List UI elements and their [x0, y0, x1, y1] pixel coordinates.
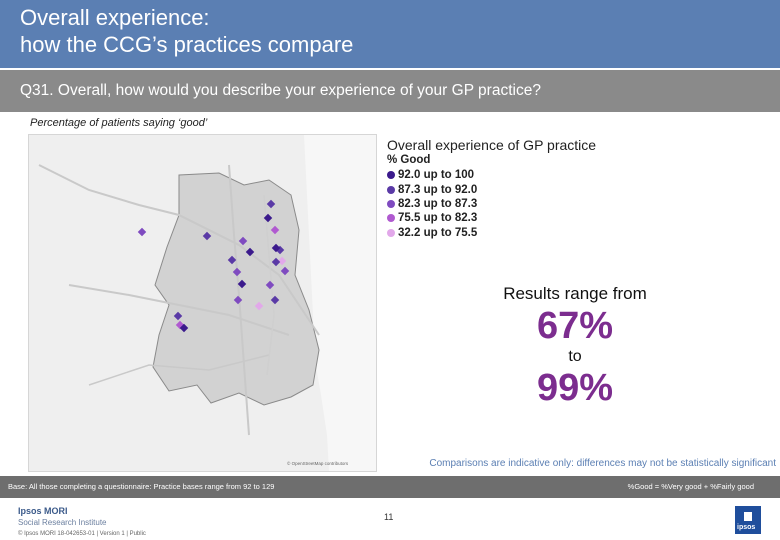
- page-number: 11: [384, 512, 394, 522]
- title-line-2: how the CCG’s practices compare: [20, 32, 354, 57]
- legend-label: 92.0 up to 100: [398, 169, 475, 182]
- base-note: Base: All those completing a questionnai…: [8, 482, 275, 491]
- ipsos-logo-icon: ipsos: [735, 506, 761, 534]
- map-credit: © OpenStreetMap contributors: [287, 460, 349, 466]
- map-graphic: © OpenStreetMap contributors: [29, 135, 376, 471]
- legend-subtitle: % Good: [387, 154, 431, 166]
- legend-item: 75.5 up to 82.3: [387, 211, 596, 225]
- header: Overall experience: how the CCG’s practi…: [0, 0, 780, 68]
- legend-item: 87.3 up to 92.0: [387, 182, 596, 196]
- legend-title: Overall experience of GP practice: [387, 137, 597, 153]
- ccg-map: © OpenStreetMap contributors: [28, 134, 377, 472]
- legend-item: 32.2 up to 75.5: [387, 226, 596, 240]
- legend-swatch: [387, 185, 395, 194]
- legend-label: 82.3 up to 87.3: [398, 197, 478, 210]
- logo-mark-icon: [744, 512, 752, 521]
- legend-swatch: [387, 171, 395, 180]
- range-low: 67%: [536, 305, 614, 347]
- subheading: Percentage of patients saying ‘good’: [30, 117, 208, 129]
- legend-label: 75.5 up to 82.3: [398, 212, 478, 225]
- brand-name: Ipsos MORI: [18, 506, 68, 516]
- range-connector: to: [568, 348, 582, 365]
- question-band: Q31. Overall, how would you describe you…: [0, 70, 780, 112]
- range-label: Results range from: [503, 284, 647, 303]
- range-high: 99%: [536, 367, 614, 409]
- base-bar: Base: All those completing a questionnai…: [0, 476, 780, 498]
- copyright: © Ipsos MORI 18-042653-01 | Version 1 | …: [18, 531, 146, 537]
- definition-note: %Good = %Very good + %Fairly good: [627, 482, 754, 491]
- legend-swatch: [387, 199, 395, 208]
- logo-text: ipsos: [737, 524, 756, 531]
- title-line-1: Overall experience:: [20, 5, 210, 30]
- comparison-note: Comparisons are indicative only: differe…: [429, 458, 776, 469]
- brand-institute: Social Research Institute: [18, 518, 107, 527]
- question-text: Q31. Overall, how would you describe you…: [20, 82, 541, 99]
- legend: Overall experience of GP practice % Good…: [387, 137, 596, 240]
- footer: Ipsos MORI Social Research Institute © I…: [0, 498, 780, 540]
- legend-item: 92.0 up to 100: [387, 168, 596, 182]
- legend-label: 87.3 up to 92.0: [398, 183, 478, 196]
- legend-swatch: [387, 214, 395, 223]
- practice-markers: [137, 199, 290, 333]
- legend-label: 32.2 up to 75.5: [398, 226, 478, 239]
- legend-item: 82.3 up to 87.3: [387, 197, 596, 211]
- results-range: Results range from 67% to 99%: [450, 284, 700, 410]
- legend-swatch: [387, 228, 395, 237]
- page-title: Overall experience: how the CCG’s practi…: [20, 4, 353, 58]
